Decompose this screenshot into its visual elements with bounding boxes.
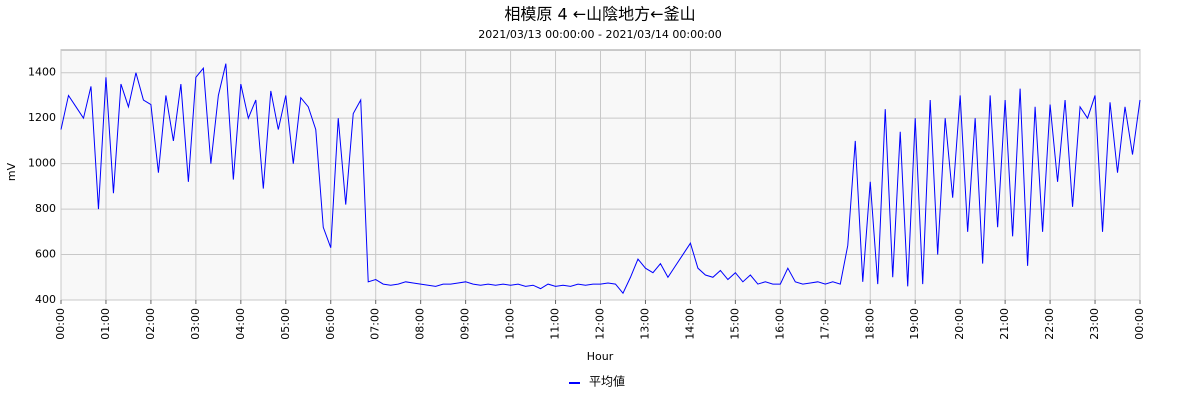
x-tick-label: 13:00	[638, 308, 651, 340]
x-tick-label: 06:00	[324, 308, 337, 340]
x-tick-label: 00:00	[1133, 308, 1146, 340]
x-tick-label: 20:00	[953, 308, 966, 340]
x-tick-label: 01:00	[99, 308, 112, 340]
x-tick-label: 09:00	[459, 308, 472, 340]
chart-subtitle: 2021/03/13 00:00:00 - 2021/03/14 00:00:0…	[478, 28, 722, 41]
x-tick-label: 04:00	[234, 308, 247, 340]
x-axis-label: Hour	[587, 350, 614, 363]
x-tick-label: 16:00	[773, 308, 786, 340]
x-tick-label: 21:00	[998, 308, 1011, 340]
x-tick-label: 17:00	[818, 308, 831, 340]
y-tick-label: 1400	[28, 66, 56, 79]
x-tick-label: 15:00	[728, 308, 741, 340]
y-axis-label: mV	[5, 162, 18, 181]
x-tick-label: 14:00	[683, 308, 696, 340]
x-tick-label: 02:00	[144, 308, 157, 340]
y-tick-label: 800	[35, 202, 56, 215]
x-tick-label: 10:00	[504, 308, 517, 340]
x-tick-label: 23:00	[1088, 308, 1101, 340]
x-tick-label: 00:00	[54, 308, 67, 340]
x-tick-label: 19:00	[908, 308, 921, 340]
data-line	[60, 63, 1141, 295]
x-tick-label: 03:00	[189, 308, 202, 340]
x-tick-label: 11:00	[549, 308, 562, 340]
x-tick-label: 07:00	[369, 308, 382, 340]
y-tick-label: 1200	[28, 111, 56, 124]
legend-label: 平均値	[589, 374, 625, 389]
y-tick-label: 1000	[28, 157, 56, 170]
y-tick-label: 400	[35, 293, 56, 306]
x-tick-label: 18:00	[863, 308, 876, 340]
x-tick-label: 05:00	[279, 308, 292, 340]
x-tick-label: 08:00	[414, 308, 427, 340]
chart-title: 相模原 4 ←山陰地方←釜山	[504, 5, 695, 24]
y-tick-label: 600	[35, 248, 56, 261]
x-tick-label: 22:00	[1043, 308, 1056, 340]
x-tick-label: 12:00	[594, 308, 607, 340]
